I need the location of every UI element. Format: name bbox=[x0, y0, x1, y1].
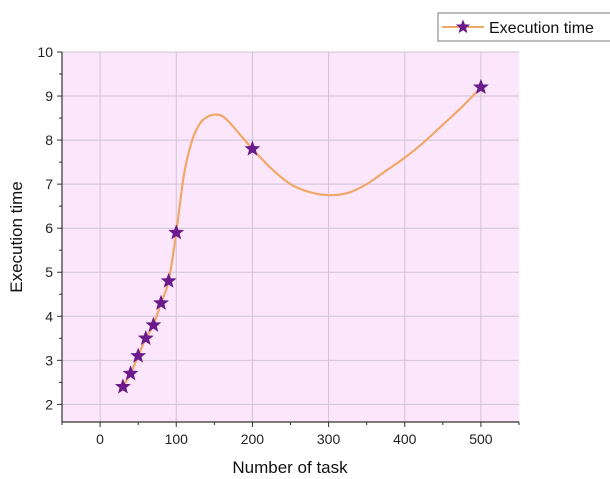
legend-star-icon bbox=[455, 19, 471, 34]
y-tick-label: 3 bbox=[45, 352, 53, 368]
y-axis-label: Execution time bbox=[7, 181, 26, 293]
grid-lines bbox=[62, 51, 519, 422]
data-point-star bbox=[160, 272, 177, 288]
data-point-star bbox=[244, 140, 261, 156]
y-tick-label: 8 bbox=[45, 132, 53, 148]
data-point-star bbox=[130, 347, 147, 363]
y-tick-label: 6 bbox=[45, 220, 53, 236]
tick-marks: 0 100 200 300 400 500 2 3 4 5 6 7 8 9 10 bbox=[37, 44, 520, 447]
legend-label: Execution time bbox=[489, 20, 594, 37]
series-markers bbox=[115, 78, 489, 394]
x-tick-label: 100 bbox=[165, 431, 189, 447]
x-axis-label: Number of task bbox=[232, 458, 348, 477]
x-tick-label: 500 bbox=[469, 431, 493, 447]
x-tick-label: 300 bbox=[317, 431, 341, 447]
data-point-star bbox=[168, 224, 185, 240]
data-point-star bbox=[472, 78, 489, 94]
y-tick-label: 10 bbox=[37, 44, 53, 60]
data-point-star bbox=[115, 378, 131, 394]
y-tick-label: 2 bbox=[45, 396, 53, 412]
y-tick-label: 5 bbox=[45, 264, 53, 280]
legend: Execution time bbox=[437, 12, 610, 42]
x-tick-label: 400 bbox=[393, 431, 417, 447]
y-tick-label: 9 bbox=[45, 88, 53, 104]
x-tick-label: 200 bbox=[241, 431, 265, 447]
y-tick-label: 4 bbox=[45, 308, 53, 324]
data-point-star bbox=[145, 316, 162, 332]
data-point-star bbox=[137, 329, 154, 346]
x-tick-label: 0 bbox=[96, 431, 104, 447]
data-point-star bbox=[153, 294, 169, 310]
y-tick-label: 7 bbox=[45, 176, 53, 192]
data-point-star bbox=[122, 365, 139, 381]
